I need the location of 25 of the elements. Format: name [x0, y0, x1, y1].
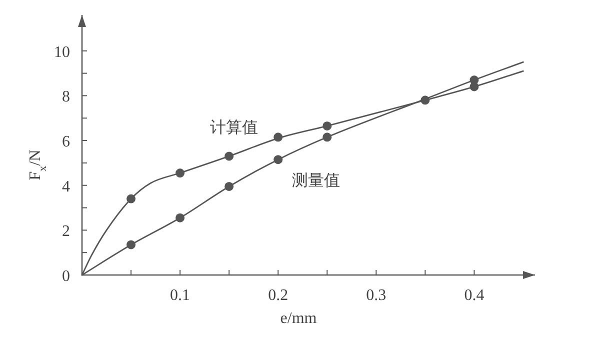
series-label: 计算值 — [210, 117, 258, 136]
y-tick-label: 10 — [54, 44, 70, 61]
y-tick-label: 8 — [62, 88, 70, 106]
y-tick-label: 0 — [62, 268, 70, 285]
point — [322, 132, 332, 142]
x-tick-label: 0.1 — [170, 287, 190, 304]
point — [176, 213, 185, 222]
x-tick-label: 0.4 — [464, 287, 484, 304]
point — [274, 132, 283, 142]
series-label: 测量值 — [292, 170, 340, 190]
y-tick-label: 2 — [62, 223, 70, 240]
x-axis-title: e/mm — [280, 310, 318, 327]
point — [274, 155, 283, 164]
x-tick-label: 0.3 — [366, 287, 386, 304]
point — [126, 240, 136, 250]
point — [322, 121, 332, 130]
point — [420, 96, 430, 105]
point — [126, 194, 136, 204]
point — [224, 182, 234, 191]
point — [470, 76, 479, 84]
point — [176, 168, 185, 178]
point — [224, 152, 234, 161]
x-tick-label: 0.2 — [268, 287, 288, 304]
y-tick-label: 6 — [62, 134, 70, 151]
y-tick-label: 4 — [62, 178, 70, 196]
